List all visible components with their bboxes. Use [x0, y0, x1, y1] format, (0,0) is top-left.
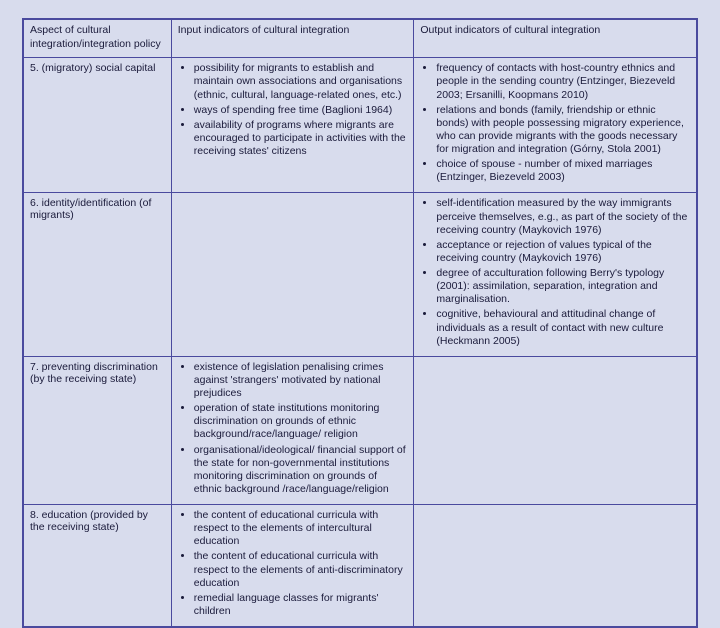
list-item: choice of spouse - number of mixed marri…	[436, 158, 690, 184]
table-row: 7. preventing discrimination (by the rec…	[23, 356, 697, 504]
cell-output: self-identification measured by the way …	[414, 193, 697, 356]
table-row: 6. identity/identification (of migrants)…	[23, 193, 697, 356]
table-row: 8. education (provided by the receiving …	[23, 505, 697, 628]
cell-input: possibility for migrants to establish an…	[171, 58, 414, 193]
list-item: remedial language classes for migrants' …	[194, 592, 408, 618]
cell-aspect: 6. identity/identification (of migrants)	[23, 193, 171, 356]
list-item: organisational/ideological/ financial su…	[194, 444, 408, 497]
indicators-table: Aspect of cultural integration/integrati…	[22, 18, 698, 628]
list-item: the content of educational curricula wit…	[194, 550, 408, 589]
list-item: acceptance or rejection of values typica…	[436, 239, 690, 265]
list-item: ways of spending free time (Baglioni 196…	[194, 104, 408, 117]
list-item: degree of acculturation following Berry'…	[436, 267, 690, 306]
table-row: 5. (migratory) social capital possibility…	[23, 58, 697, 193]
cell-output: frequency of contacts with host-country …	[414, 58, 697, 193]
cell-aspect: 8. education (provided by the receiving …	[23, 505, 171, 628]
output-list: frequency of contacts with host-country …	[420, 62, 690, 184]
table-header-row: Aspect of cultural integration/integrati…	[23, 19, 697, 58]
input-list: existence of legislation penalising crim…	[178, 361, 408, 496]
col-header-input: Input indicators of cultural integration	[171, 19, 414, 58]
list-item: possibility for migrants to establish an…	[194, 62, 408, 101]
list-item: cognitive, behavioural and attitudinal c…	[436, 308, 690, 347]
table-body: 5. (migratory) social capital possibility…	[23, 58, 697, 627]
list-item: availability of programs where migrants …	[194, 119, 408, 158]
cell-output	[414, 505, 697, 628]
list-item: operation of state institutions monitori…	[194, 402, 408, 441]
output-list: self-identification measured by the way …	[420, 197, 690, 347]
col-header-output: Output indicators of cultural integratio…	[414, 19, 697, 58]
cell-aspect: 7. preventing discrimination (by the rec…	[23, 356, 171, 504]
list-item: existence of legislation penalising crim…	[194, 361, 408, 400]
input-list: possibility for migrants to establish an…	[178, 62, 408, 158]
cell-input	[171, 193, 414, 356]
list-item: frequency of contacts with host-country …	[436, 62, 690, 101]
col-header-aspect: Aspect of cultural integration/integrati…	[23, 19, 171, 58]
input-list: the content of educational curricula wit…	[178, 509, 408, 618]
cell-input: existence of legislation penalising crim…	[171, 356, 414, 504]
cell-input: the content of educational curricula wit…	[171, 505, 414, 628]
list-item: the content of educational curricula wit…	[194, 509, 408, 548]
list-item: self-identification measured by the way …	[436, 197, 690, 236]
cell-output	[414, 356, 697, 504]
list-item: relations and bonds (family, friendship …	[436, 104, 690, 157]
cell-aspect: 5. (migratory) social capital	[23, 58, 171, 193]
